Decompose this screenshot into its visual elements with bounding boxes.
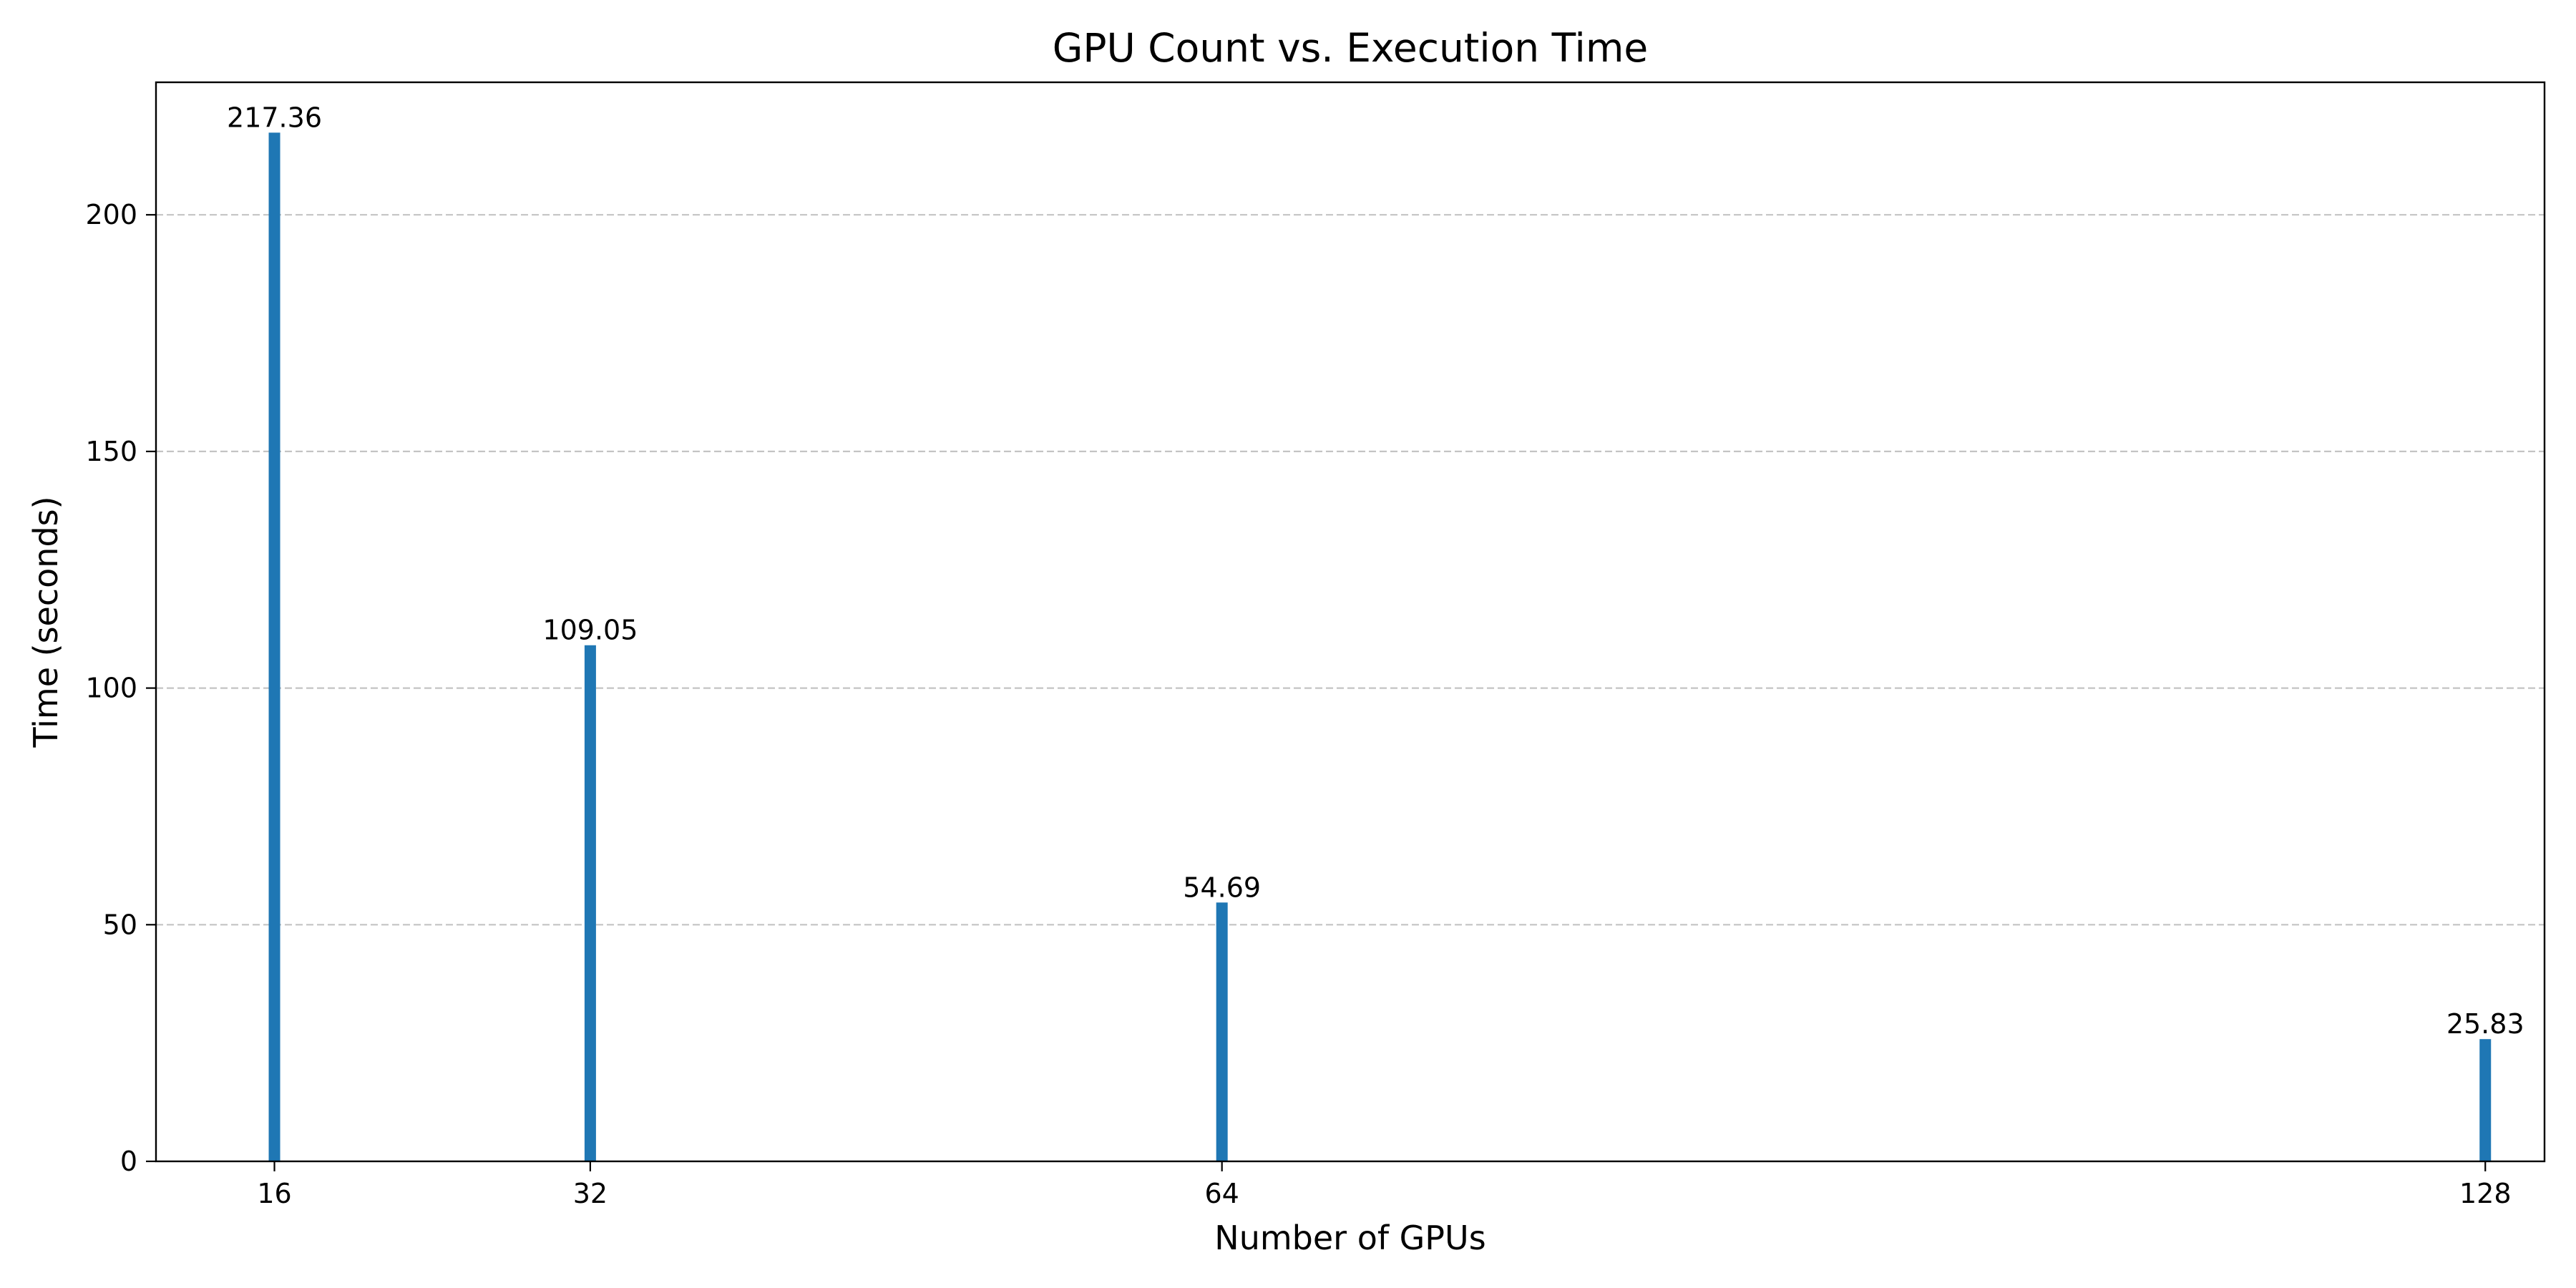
ticks: 0 50 100 150 200 16 32 64 128 <box>85 199 2511 1209</box>
data-label: 217.36 <box>227 102 322 133</box>
plot-frame <box>155 81 2546 1163</box>
data-label: 109.05 <box>542 615 638 646</box>
x-tick-label: 16 <box>257 1178 291 1209</box>
data-label: 54.69 <box>1183 872 1261 903</box>
bars <box>268 132 2492 1162</box>
y-tick-label: 50 <box>103 909 137 940</box>
bar <box>1216 902 1228 1161</box>
y-tick-label: 200 <box>85 199 137 230</box>
bar <box>268 132 280 1162</box>
x-tick-label: 32 <box>573 1178 608 1209</box>
y-tick-label: 100 <box>85 673 137 704</box>
x-axis-label: Number of GPUs <box>1214 1219 1485 1257</box>
y-tick-label: 0 <box>120 1146 137 1177</box>
x-tick-label: 64 <box>1205 1178 1239 1209</box>
x-tick-label: 128 <box>2459 1178 2512 1209</box>
y-axis-label: Time (seconds) <box>26 496 65 748</box>
data-labels: 217.36 109.05 54.69 25.83 <box>227 102 2524 1040</box>
chart-title: GPU Count vs. Execution Time <box>1053 25 1649 71</box>
data-label: 25.83 <box>2446 1008 2524 1040</box>
bar <box>2479 1039 2492 1161</box>
y-gridlines <box>156 214 2545 926</box>
y-tick-label: 150 <box>85 436 137 467</box>
bar <box>584 645 596 1161</box>
